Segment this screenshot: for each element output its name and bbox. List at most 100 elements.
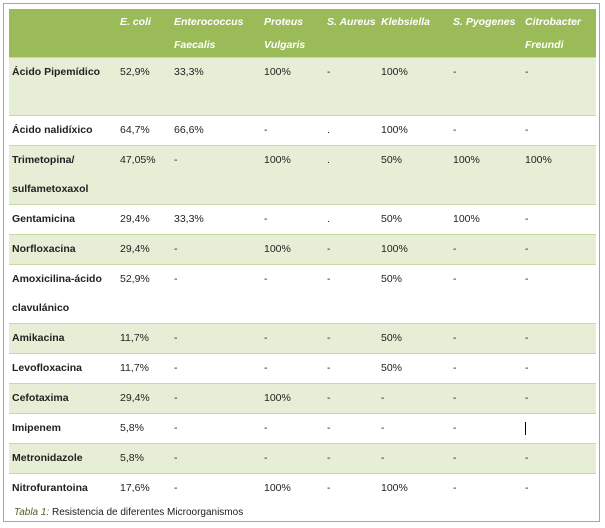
value-cell: 50% [381, 273, 403, 285]
value-cell: - [174, 273, 178, 285]
header-cell: Citrobacter Freundi [525, 16, 582, 51]
value-cell: . [327, 213, 330, 225]
value-cell: - [525, 273, 529, 285]
value-cell: - [381, 392, 385, 404]
value-cell: - [453, 124, 457, 136]
table-row: Amoxicilina-ácido clavulánico 52,9% - - - 50%… [9, 264, 596, 324]
table-row: Metronidazole 5,8% - - - - - - [9, 443, 596, 474]
value-cell: - [264, 124, 268, 136]
value-cell: 50% [381, 213, 403, 225]
value-cell: - [264, 422, 268, 434]
table-row: Ácido Pipemídico 52,9% 33,3% 100% - 100% - - [9, 57, 596, 116]
drug-name-cell: Ácido Pipemídico [12, 66, 101, 78]
table-row: Levofloxacina 11,7% - - - 50% - - [9, 353, 596, 384]
drug-name-cell: Amoxicilina-ácido clavulánico [12, 273, 102, 314]
value-cell: 64,7% [120, 124, 150, 136]
drug-name-cell: Ácido nalidíxico [12, 124, 93, 136]
value-cell: 17,6% [120, 482, 150, 494]
value-cell: 29,4% [120, 392, 150, 404]
value-cell: 11,7% [120, 362, 149, 374]
drug-name-cell: Levofloxacina [12, 362, 83, 374]
value-cell: - [525, 362, 529, 374]
value-cell: - [453, 362, 457, 374]
value-cell: 66,6% [174, 124, 204, 136]
drug-name-cell: Cefotaxima [12, 392, 69, 404]
value-cell: - [453, 392, 457, 404]
value-cell: - [174, 243, 178, 255]
table-row: Norfloxacina 29,4% - 100% - 100% - - [9, 234, 596, 265]
value-cell: . [327, 124, 330, 136]
header-cell: S. Pyogenes [453, 16, 516, 28]
value-cell: 52,9% [120, 273, 150, 285]
value-cell: - [453, 243, 457, 255]
value-cell: - [453, 332, 457, 344]
value-cell: 33,3% [174, 66, 204, 78]
drug-name-cell: Trimetopina/ sulfametoxaxol [12, 154, 89, 195]
value-cell: 100% [381, 482, 408, 494]
value-cell: 100% [264, 482, 291, 494]
value-cell: - [381, 452, 385, 464]
value-cell: 50% [381, 362, 403, 374]
header-cell: Klebsiella [381, 16, 431, 28]
value-cell: - [381, 422, 385, 434]
value-cell: - [525, 124, 529, 136]
value-cell: 33,3% [174, 213, 204, 225]
drug-name-cell: Amikacina [12, 332, 65, 344]
value-cell: - [264, 362, 268, 374]
value-cell: - [327, 482, 331, 494]
table-row: Amikacina 11,7% - - - 50% - - [9, 323, 596, 354]
value-cell: - [453, 422, 457, 434]
value-cell: - [525, 332, 529, 344]
table-row: Trimetopina/ sulfametoxaxol 47,05% - 100%. 5… [9, 145, 596, 205]
value-cell: - [327, 452, 331, 464]
drug-name-cell: Nitrofurantoina [12, 482, 88, 494]
table-row: Imipenem 5,8% - - - - - [9, 413, 596, 444]
value-cell: - [525, 392, 529, 404]
value-cell: 5,8% [120, 452, 144, 464]
value-cell: 11,7% [120, 332, 149, 344]
value-cell: - [525, 452, 529, 464]
value-cell: - [327, 66, 331, 78]
table-row: Ácido nalidíxico 64,7% 66,6% -. 100% - - [9, 115, 596, 146]
table-row: Cefotaxima 29,4% - 100% - - - - [9, 383, 596, 414]
value-cell: - [174, 452, 178, 464]
drug-name-cell: Imipenem [12, 422, 62, 434]
value-cell: 100% [381, 66, 408, 78]
value-cell: - [453, 452, 457, 464]
header-cell [9, 9, 117, 58]
caption-text: Resistencia de diferentes Microorganismo… [49, 507, 244, 518]
value-cell: . [327, 154, 330, 166]
table-row: Nitrofurantoina 17,6% - 100% - 100% - - [9, 473, 596, 503]
caption-label: Tabla 1: [14, 507, 50, 518]
drug-name-cell: Norfloxacina [12, 243, 76, 255]
value-cell: 100% [453, 213, 480, 225]
value-cell: 100% [264, 392, 291, 404]
value-cell: 100% [381, 243, 408, 255]
text-cursor [525, 421, 526, 435]
value-cell: - [174, 392, 178, 404]
value-cell: - [525, 213, 529, 225]
header-cell: Enterococcus Faecalis [174, 16, 244, 51]
value-cell: 50% [381, 154, 403, 166]
value-cell: - [453, 273, 457, 285]
value-cell: - [327, 422, 331, 434]
value-cell: - [327, 243, 331, 255]
resistance-table: E. coli Enterococcus Faecalis Proteus Vu… [9, 9, 596, 503]
header-cell: S. Aureus [327, 16, 376, 28]
value-cell: 100% [453, 154, 480, 166]
value-cell: 50% [381, 332, 403, 344]
header-cell: E. coli [120, 16, 151, 28]
value-cell: - [264, 213, 268, 225]
value-cell: - [174, 332, 178, 344]
value-cell: - [174, 362, 178, 374]
table-caption: Tabla 1: Resistencia de diferentes Micro… [14, 507, 243, 518]
drug-name-cell: Metronidazole [12, 452, 83, 464]
value-cell: 100% [264, 243, 291, 255]
table-row: Gentamicina 29,4% 33,3% -. 50% 100% - [9, 204, 596, 235]
value-cell: - [525, 66, 529, 78]
value-cell: - [174, 482, 178, 494]
value-cell: - [264, 452, 268, 464]
value-cell: 100% [264, 154, 291, 166]
table-frame: E. coli Enterococcus Faecalis Proteus Vu… [3, 3, 600, 522]
value-cell: - [327, 332, 331, 344]
